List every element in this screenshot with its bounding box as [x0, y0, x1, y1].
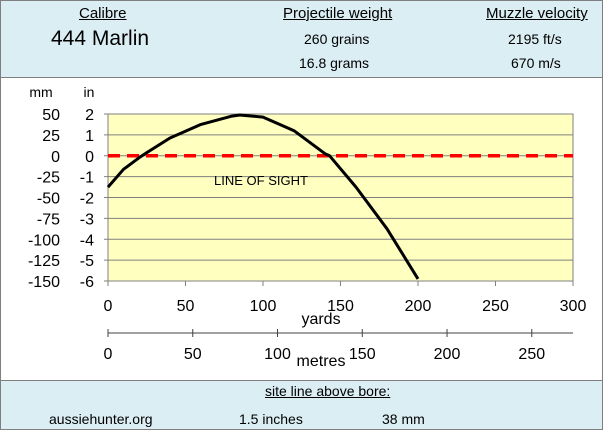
y-tick-label-in: -3	[80, 211, 94, 228]
x2-tick-label-metres: 100	[264, 346, 291, 363]
tick-labels: 210-1-2-3-4-5-650250-25-50-75-100-125-15…	[28, 107, 586, 363]
calibre-value: 444 Marlin	[51, 27, 150, 50]
x-tick-label-yards: 0	[104, 298, 113, 315]
y-tick-label-in: -4	[80, 232, 94, 249]
x2-tick-label-metres: 0	[104, 346, 113, 363]
weight-grams: 16.8 grams	[299, 55, 370, 71]
trajectory-line	[106, 113, 420, 280]
velocity-ms: 670 m/s	[511, 55, 561, 71]
x2-tick-label-metres: 150	[349, 346, 376, 363]
x2-axis-metres-label: metres	[297, 353, 346, 370]
x-tick-label-yards: 50	[177, 298, 195, 315]
x-tick-label-yards: 300	[560, 298, 587, 315]
y-tick-label-in: -2	[80, 191, 94, 208]
calibre-label: Calibre	[79, 5, 127, 22]
y-tick-label-mm: 50	[42, 107, 60, 124]
y-tick-label-in: 0	[85, 149, 94, 166]
y-tick-label-mm: -100	[28, 232, 60, 249]
y-unit-in-label: in	[84, 84, 95, 100]
y-tick-label-mm: -125	[28, 253, 60, 270]
y-tick-label-in: 1	[85, 128, 94, 145]
velocity-fps: 2195 ft/s	[508, 31, 562, 47]
sightline-inches: 1.5 inches	[239, 411, 303, 427]
trajectory-chart: 210-1-2-3-4-5-650250-25-50-75-100-125-15…	[28, 84, 586, 370]
x-tick-label-yards: 150	[327, 298, 354, 315]
y-tick-label-mm: -150	[28, 274, 60, 291]
projectile-weight-label: Projectile weight	[283, 5, 393, 22]
x-tick-label-yards: 200	[405, 298, 432, 315]
x-axis-yards-label: yards	[301, 311, 340, 328]
line-of-sight-annotation: LINE OF SIGHT	[214, 173, 308, 188]
x2-tick-label-metres: 200	[434, 346, 461, 363]
trajectory-group	[106, 113, 420, 280]
weight-grains: 260 grains	[304, 31, 370, 47]
sightline-mm: 38 mm	[382, 411, 425, 427]
y-tick-label-in: -5	[80, 253, 94, 270]
site-name: aussiehunter.org	[49, 411, 153, 427]
x-tick-label-yards: 100	[250, 298, 277, 315]
muzzle-velocity-label: Muzzle velocity	[486, 5, 588, 22]
y-tick-label-mm: -75	[37, 211, 60, 228]
y-tick-label-in: 2	[85, 107, 94, 124]
x2-tick-label-metres: 250	[518, 346, 545, 363]
y-tick-label-mm: 25	[42, 128, 60, 145]
y-tick-label-in: -6	[80, 274, 94, 291]
y-tick-label-in: -1	[80, 170, 94, 187]
y-unit-mm-label: mm	[29, 84, 52, 100]
x-tick-label-yards: 250	[482, 298, 509, 315]
y-tick-label-mm: -50	[37, 191, 60, 208]
x2-tick-label-metres: 50	[184, 346, 202, 363]
plot-panel: 2 1 0 -1 -2 -3 -4 -5 -6 50 25 0 -25 -50 -75 -100 -125 -15…	[1, 77, 602, 381]
sightline-label: site line above bore:	[265, 383, 391, 399]
y-tick-label-mm: 0	[51, 149, 60, 166]
y-tick-label-mm: -25	[37, 170, 60, 187]
